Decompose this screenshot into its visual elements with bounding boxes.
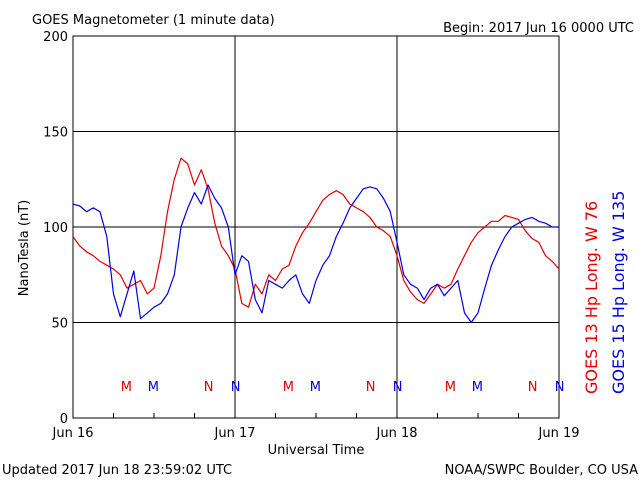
series-line-goes15 bbox=[72, 184, 559, 324]
y-tick-label: 100 bbox=[43, 221, 68, 236]
begin-time: Begin: 2017 Jun 16 0000 UTC bbox=[443, 21, 634, 36]
plot-grid bbox=[72, 35, 560, 419]
marker-label: M bbox=[472, 380, 483, 395]
chart-title: GOES Magnetometer (1 minute data) bbox=[32, 13, 275, 28]
plot-series bbox=[72, 157, 560, 324]
y-tick-label: 50 bbox=[51, 317, 68, 332]
marker-label: N bbox=[555, 380, 565, 395]
series-line-goes13 bbox=[72, 157, 560, 308]
x-tick-label: Jun 19 bbox=[538, 426, 580, 441]
y-tick-label: 0 bbox=[60, 412, 68, 427]
y-axis-label: NanoTesla (nT) bbox=[17, 200, 32, 296]
marker-label: N bbox=[204, 380, 214, 395]
marker-label: N bbox=[366, 380, 376, 395]
data-source: NOAA/SWPC Boulder, CO USA bbox=[445, 463, 638, 478]
x-tick-label: Jun 18 bbox=[376, 426, 418, 441]
marker-label: M bbox=[283, 380, 294, 395]
marker-label: M bbox=[445, 380, 456, 395]
legend-goes15: GOES 15 Hp Long. W 135 bbox=[609, 191, 628, 394]
marker-label: N bbox=[393, 380, 403, 395]
y-tick-label: 150 bbox=[43, 126, 68, 141]
marker-label: M bbox=[310, 380, 321, 395]
x-tick-label: Jun 16 bbox=[52, 426, 94, 441]
y-tick-label: 200 bbox=[43, 30, 68, 45]
marker-label: N bbox=[528, 380, 538, 395]
marker-label: M bbox=[121, 380, 132, 395]
axis-ticks: 0 50 100 150 200 Jun 16 Jun 17 Jun 18 Jun 19 bbox=[43, 30, 579, 441]
updated-timestamp: Updated 2017 Jun 18 23:59:02 UTC bbox=[2, 463, 232, 478]
marker-label: N bbox=[231, 380, 241, 395]
legend-goes13: GOES 13 Hp Long. W 76 bbox=[582, 201, 601, 394]
plot-markers: M N M N M NM N M N M N bbox=[121, 380, 565, 395]
marker-label: M bbox=[148, 380, 159, 395]
x-tick-label: Jun 17 bbox=[214, 426, 256, 441]
x-axis-label: Universal Time bbox=[268, 443, 365, 458]
